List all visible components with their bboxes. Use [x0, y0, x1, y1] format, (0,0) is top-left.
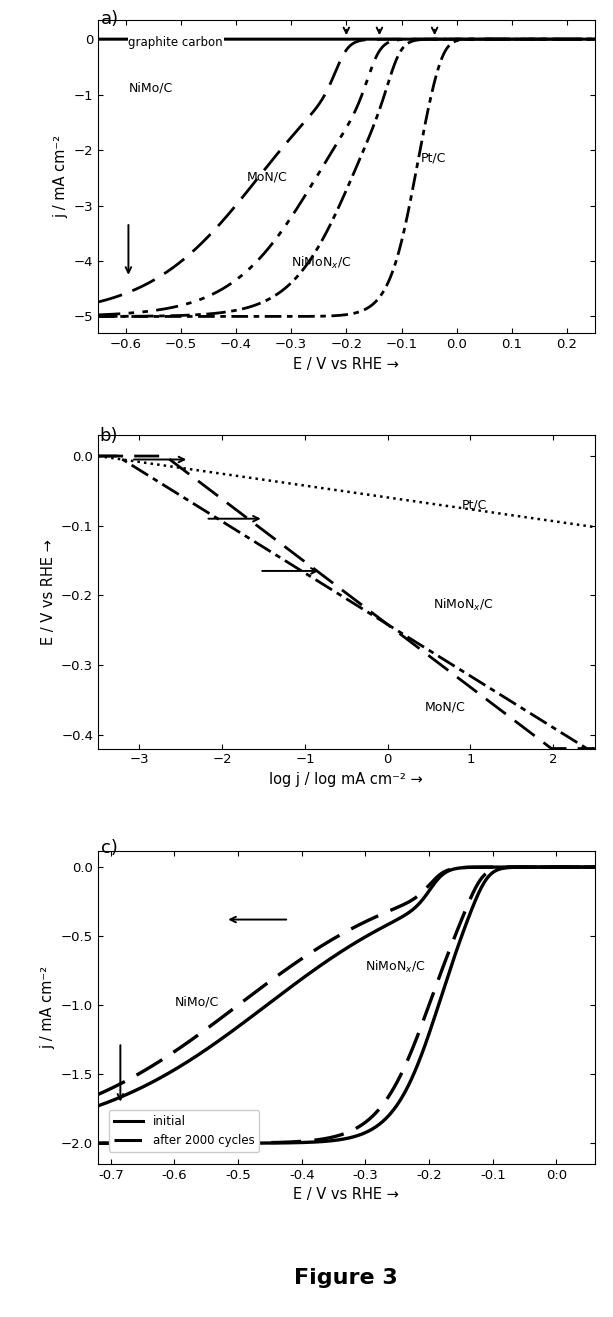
Text: Pt/C: Pt/C	[421, 151, 446, 165]
Legend: initial, after 2000 cycles: initial, after 2000 cycles	[109, 1110, 259, 1152]
X-axis label: E / V vs RHE →: E / V vs RHE →	[294, 357, 399, 371]
Text: NiMo/C: NiMo/C	[175, 996, 219, 1008]
Text: NiMoN$_x$/C: NiMoN$_x$/C	[433, 597, 494, 614]
X-axis label: log j / log mA cm⁻² →: log j / log mA cm⁻² →	[270, 772, 423, 788]
Text: NiMo/C: NiMo/C	[129, 82, 173, 95]
Text: MoN/C: MoN/C	[425, 701, 466, 714]
Y-axis label: j / mA cm⁻²: j / mA cm⁻²	[40, 965, 55, 1048]
Text: b): b)	[100, 427, 118, 445]
Text: c): c)	[101, 839, 118, 857]
Text: MoN/C: MoN/C	[247, 171, 287, 183]
Text: Figure 3: Figure 3	[294, 1268, 398, 1288]
Text: Pt/C: Pt/C	[462, 498, 487, 511]
Text: a): a)	[101, 9, 119, 28]
Text: NiMoN$_x$/C: NiMoN$_x$/C	[365, 959, 426, 975]
Text: graphite carbon: graphite carbon	[129, 36, 223, 49]
Text: NiMoN$_x$/C: NiMoN$_x$/C	[291, 254, 352, 271]
Y-axis label: E / V vs RHE →: E / V vs RHE →	[40, 539, 56, 645]
X-axis label: E / V vs RHE →: E / V vs RHE →	[294, 1188, 399, 1202]
Y-axis label: j / mA cm⁻²: j / mA cm⁻²	[53, 134, 68, 219]
